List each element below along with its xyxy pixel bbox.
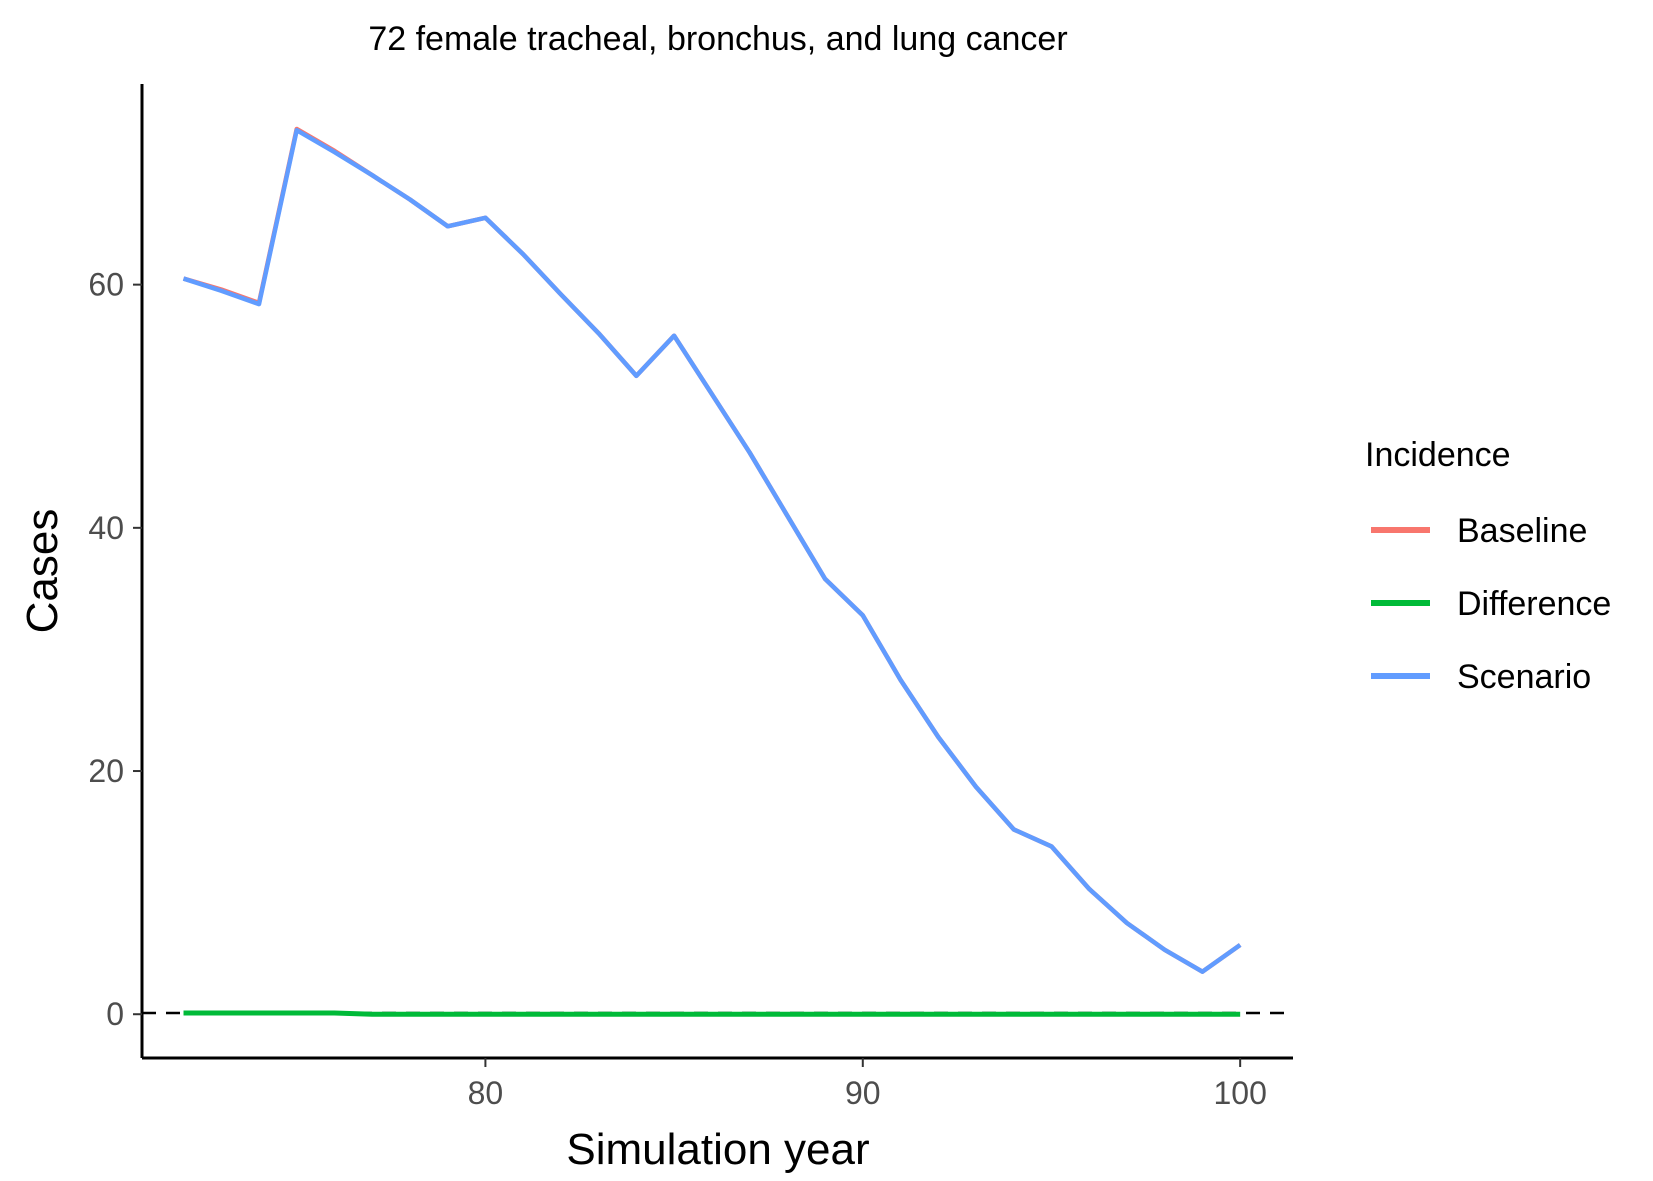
y-axis-title: Cases — [18, 509, 67, 634]
y-tick-label-40: 40 — [88, 510, 124, 546]
series-line-baseline — [182, 126, 1242, 974]
legend-label-scenario: Scenario — [1457, 658, 1591, 696]
legend-title: Incidence — [1365, 436, 1511, 474]
legend: Incidence Baseline Difference Scenario — [1365, 436, 1611, 696]
series-line-difference — [183, 1010, 1241, 1017]
x-axis-title: Simulation year — [566, 1125, 869, 1174]
y-tick-label-0: 0 — [106, 996, 124, 1032]
x-tick-label-90: 90 — [845, 1075, 881, 1111]
y-tick-label-20: 20 — [88, 753, 124, 789]
x-tick-label-100: 100 — [1213, 1075, 1266, 1111]
y-tick-label-60: 60 — [88, 267, 124, 303]
chart-title: 72 female tracheal, bronchus, and lung c… — [368, 20, 1067, 58]
legend-label-baseline: Baseline — [1457, 512, 1587, 550]
y-axis-ticks: 0 20 40 60 — [88, 267, 142, 1032]
x-tick-label-80: 80 — [468, 1075, 504, 1111]
x-axis-ticks: 80 90 100 — [468, 1058, 1267, 1111]
series-line-scenario — [182, 127, 1242, 974]
series-layer — [182, 126, 1242, 1017]
legend-label-difference: Difference — [1457, 585, 1611, 623]
